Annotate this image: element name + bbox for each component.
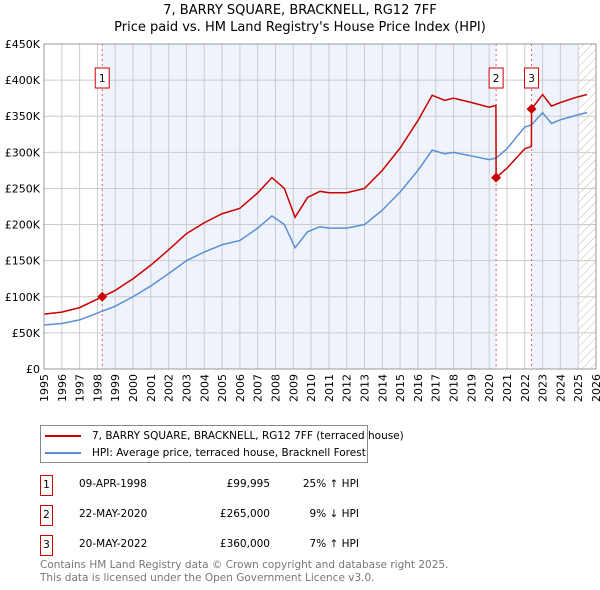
x-tick-label: 2026 [590,374,600,402]
sale-point [491,172,502,183]
sale-hpi: 25% ↑ HPI [302,478,359,490]
legend-label-property: 7, BARRY SQUARE, BRACKNELL, RG12 7FF (te… [92,430,404,442]
x-tick-label: 2002 [163,374,176,402]
property-price-line [43,93,588,315]
y-tick-label: £50K [12,327,41,340]
x-tick-label: 2018 [448,374,461,402]
chart-subtitle: Price paid vs. HM Land Registry's House … [114,20,486,35]
y-tick-label: £250K [5,182,41,195]
sale-marker-box [94,67,110,89]
x-tick-label: 2016 [412,374,425,402]
x-tick-label: 2023 [537,374,550,402]
y-tick-label: £400K [5,74,41,87]
sale-marker-label: 2 [40,505,53,526]
x-tick-label: 2011 [323,374,336,402]
legend-swatch-property [45,435,81,437]
legend-swatch-hpi [45,452,81,454]
sale-marker-label: 2 [493,73,500,85]
sale-date: 09-APR-1998 [79,478,147,490]
legend: 7, BARRY SQUARE, BRACKNELL, RG12 7FF (te… [40,425,404,463]
x-tick-label: 2020 [483,374,496,402]
y-tick-label: £350K [5,110,41,123]
sale-hpi: 9% ↓ HPI [309,508,359,520]
x-tick-label: 2017 [430,374,443,402]
sale-marker-label: 1 [99,73,106,85]
sale-point [526,104,537,114]
x-tick-label: 2014 [376,374,389,402]
x-tick-label: 1996 [56,374,69,402]
forecast-hatch [578,44,596,369]
x-tick-label: 2013 [359,374,372,402]
sale-row: 2 22-MAY-2020 £265,000 9% ↓ HPI [40,505,440,526]
y-tick-label: £200K [5,219,41,232]
x-tick-label: 2012 [341,374,354,402]
sale-marker-label: 1 [40,475,53,496]
sale-date: 20-MAY-2022 [79,538,148,550]
y-tick-label: £450K [5,38,41,51]
x-tick-label: 1997 [74,374,87,402]
sale-row: 1 09-APR-1998 £99,995 25% ↑ HPI [40,475,440,496]
legend-label-hpi: HPI: Average price, terraced house, Brac… [92,447,366,459]
x-tick-label: 2007 [252,374,265,402]
sale-date: 22-MAY-2020 [79,508,148,520]
sale-price: £99,995 [226,478,270,490]
sale-marker-box [524,67,540,89]
x-tick-label: 2025 [572,374,585,402]
x-tick-label: 2021 [501,374,514,402]
x-tick-label: 2019 [465,374,478,402]
x-tick-label: 1999 [109,374,122,402]
sale-price: £265,000 [219,508,270,520]
shaded-ownership-period [102,44,497,369]
x-tick-label: 2009 [287,374,300,402]
y-tick-label: £150K [5,255,41,268]
sale-marker-box [488,67,504,89]
x-tick-label: 2006 [234,374,247,402]
x-tick-label: 2005 [216,374,229,402]
x-tick-label: 2000 [127,374,140,402]
chart-title: 7, BARRY SQUARE, BRACKNELL, RG12 7FF [163,3,437,18]
sale-point [97,291,108,302]
x-tick-label: 1995 [38,374,51,402]
sale-marker-label: 3 [528,73,535,85]
x-tick-label: 2022 [519,374,532,402]
x-tick-label: 2003 [180,374,193,402]
x-tick-label: 2004 [198,374,211,402]
footer-line: This data is licensed under the Open Gov… [40,571,375,584]
y-tick-label: £300K [5,146,41,159]
footer-line: Contains HM Land Registry data © Crown c… [40,559,449,571]
x-tick-label: 2024 [554,374,567,402]
y-tick-label: £100K [5,291,41,304]
x-tick-label: 2015 [394,374,407,402]
plot-border [43,43,597,370]
plot-area: 1995 1996 1997 1998 1999 2000 2001 2002 2003 2004… [5,38,600,402]
x-tick-label: 1998 [91,374,104,402]
shaded-ownership-period [531,44,579,369]
hpi-line [43,111,588,326]
y-tick-label: £0 [26,363,40,376]
sale-hpi: 7% ↑ HPI [309,538,359,550]
sale-row: 3 20-MAY-2022 £360,000 7% ↑ HPI [40,535,440,556]
x-tick-label: 2001 [145,374,158,402]
x-tick-label: 2008 [269,374,282,402]
footer: Contains HM Land Registry data © Crown c… [40,559,448,584]
x-tick-label: 2010 [305,374,318,402]
sale-marker-label: 3 [40,535,53,556]
sale-price: £360,000 [219,538,270,550]
